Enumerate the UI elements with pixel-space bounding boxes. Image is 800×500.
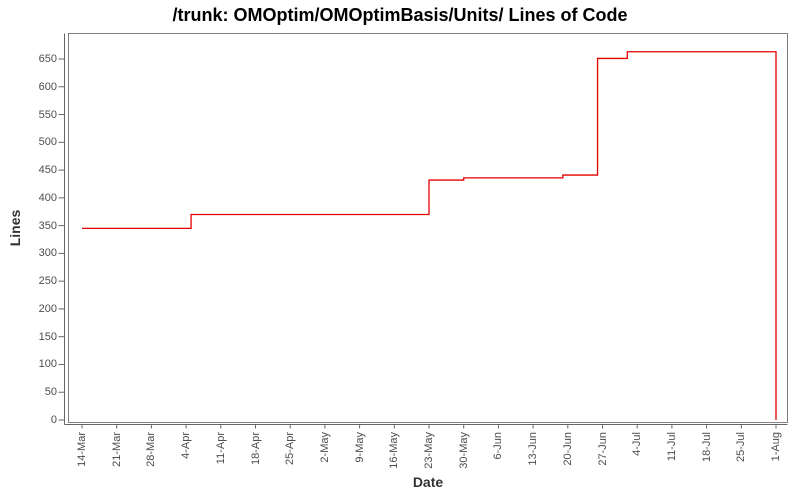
x-tick-label: 28-Mar [145, 432, 157, 467]
y-axis-title: Lines [7, 209, 23, 247]
x-tick-label: 9-May [354, 432, 366, 463]
y-tick-label: 550 [38, 109, 57, 121]
x-tick-label: 11-Apr [215, 432, 227, 465]
x-tick-label: 1-Aug [770, 432, 782, 462]
x-tick-label: 25-Apr [284, 432, 296, 466]
x-tick-label: 23-May [423, 432, 435, 469]
y-tick-label: 400 [38, 192, 57, 204]
x-tick-label: 13-Jun [527, 432, 539, 466]
plot-border [68, 33, 788, 423]
y-tick-label: 150 [38, 331, 57, 343]
x-tick-label: 14-Mar [76, 432, 88, 467]
x-tick-label: 18-Apr [250, 432, 262, 466]
x-tick-label: 21-Mar [111, 432, 123, 467]
x-tick-label: 30-May [458, 432, 470, 469]
chart-title: /trunk: OMOptim/OMOptimBasis/Units/ Line… [172, 5, 628, 25]
y-tick-label: 300 [38, 247, 57, 259]
x-axis-title: Date [412, 474, 444, 490]
x-tick-label: 16-May [388, 432, 400, 469]
y-tick-label: 50 [44, 386, 57, 398]
y-tick-label: 600 [38, 81, 57, 93]
y-tick-label: 350 [38, 220, 57, 232]
x-tick-label: 2-May [319, 432, 331, 463]
y-tick-label: 650 [38, 53, 57, 65]
y-tick-label: 500 [38, 136, 57, 148]
y-tick-label: 100 [38, 358, 57, 370]
y-tick-label: 450 [38, 164, 57, 176]
y-tick-label: 200 [38, 303, 57, 315]
x-tick-label: 4-Jul [631, 432, 643, 456]
x-tick-label: 4-Apr [180, 432, 192, 459]
x-tick-label: 18-Jul [701, 432, 713, 462]
y-tick-label: 250 [38, 275, 57, 287]
x-tick-label: 11-Jul [666, 432, 678, 462]
x-tick-label: 20-Jun [562, 432, 574, 466]
x-tick-label: 6-Jun [492, 432, 504, 460]
y-tick-label: 0 [50, 414, 57, 426]
loc-step-line [82, 51, 777, 420]
x-tick-label: 27-Jun [597, 432, 609, 466]
x-tick-label: 25-Jul [735, 432, 747, 462]
